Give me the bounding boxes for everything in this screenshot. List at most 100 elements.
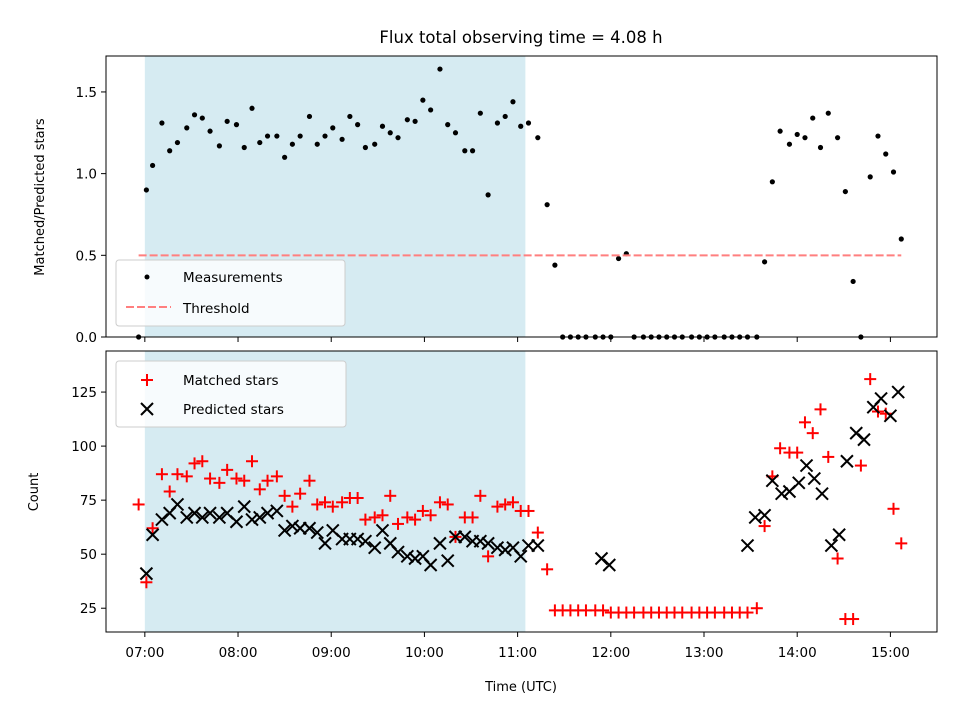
matched-star-point bbox=[261, 474, 274, 487]
measurement-point bbox=[890, 169, 897, 175]
predicted-star-point bbox=[180, 510, 194, 525]
predicted-star-point bbox=[531, 538, 545, 553]
top-y-tick-label: 0.0 bbox=[76, 330, 97, 346]
predicted-star-point bbox=[498, 543, 512, 557]
measurement-point bbox=[544, 202, 550, 208]
predicted-star-point bbox=[195, 510, 210, 525]
predicted-star-point bbox=[824, 538, 839, 553]
matched-star-point bbox=[140, 576, 153, 589]
measurement-point bbox=[330, 125, 336, 131]
measurement-point bbox=[362, 144, 368, 151]
legend-matched-marker bbox=[141, 374, 153, 386]
x-tick-label: 14:00 bbox=[778, 645, 817, 661]
legend-predicted-label: Predicted stars bbox=[183, 402, 284, 418]
predicted-star-point bbox=[774, 486, 789, 501]
measurement-point bbox=[445, 122, 451, 128]
predicted-star-point bbox=[318, 536, 332, 551]
predicted-star-point bbox=[857, 432, 871, 447]
matched-star-point bbox=[319, 496, 332, 509]
measurement-point bbox=[469, 148, 476, 154]
matched-star-point bbox=[146, 522, 159, 535]
matched-star-point bbox=[230, 472, 243, 485]
predicted-star-point bbox=[891, 385, 905, 399]
matched-star-point bbox=[466, 511, 479, 524]
x-tick-label: 13:00 bbox=[685, 645, 724, 661]
matched-star-point bbox=[879, 407, 892, 420]
top-plot-frame bbox=[105, 55, 938, 338]
matched-star-point bbox=[213, 476, 226, 489]
matched-star-point bbox=[482, 550, 495, 563]
matched-star-point bbox=[270, 470, 283, 483]
matched-star-point bbox=[132, 498, 145, 511]
top-y-tick-label: 0.5 bbox=[76, 248, 97, 264]
predicted-star-point bbox=[473, 534, 488, 548]
x-tick-label: 12:00 bbox=[591, 645, 630, 661]
matched-star-point bbox=[246, 455, 259, 468]
measurement-point bbox=[191, 112, 198, 118]
measurement-point bbox=[372, 141, 378, 147]
measurement-point bbox=[289, 141, 295, 147]
measurement-point bbox=[802, 135, 808, 141]
legend-matched-label: Matched stars bbox=[183, 373, 279, 389]
predicted-star-point bbox=[433, 536, 447, 551]
measurement-point bbox=[282, 154, 288, 160]
predicted-star-point bbox=[490, 540, 505, 555]
matched-star-point bbox=[326, 500, 339, 513]
matched-star-point bbox=[238, 474, 251, 487]
measurement-point bbox=[297, 133, 303, 139]
matched-star-point bbox=[741, 606, 754, 619]
legend-predicted-marker bbox=[140, 402, 154, 416]
matched-star-point bbox=[188, 457, 201, 470]
predicted-star-point bbox=[408, 551, 422, 566]
measurement-point bbox=[199, 115, 205, 121]
bottom-y-tick-label: 75 bbox=[80, 493, 97, 509]
measurement-point bbox=[525, 120, 532, 126]
measurement-point bbox=[794, 131, 800, 138]
predicted-star-point bbox=[815, 486, 829, 501]
matched-star-point bbox=[433, 496, 446, 509]
predicted-star-point bbox=[740, 538, 755, 553]
bottom-y-tick-label: 125 bbox=[71, 385, 97, 401]
measurement-point bbox=[395, 135, 401, 141]
predicted-star-point bbox=[883, 409, 898, 423]
legend-threshold-label: Threshold bbox=[182, 301, 250, 317]
predicted-star-point bbox=[400, 549, 415, 564]
predicted-star-point bbox=[358, 534, 373, 548]
measurement-point bbox=[510, 99, 516, 105]
matched-star-point bbox=[541, 563, 554, 576]
legend-measurements-marker bbox=[144, 274, 150, 280]
measurement-point bbox=[477, 110, 483, 116]
matched-star-point bbox=[424, 509, 437, 522]
measurement-point bbox=[518, 123, 524, 129]
measurement-point bbox=[494, 120, 501, 126]
matched-star-point bbox=[155, 468, 168, 481]
measurement-point bbox=[428, 107, 434, 113]
matched-star-point bbox=[814, 403, 827, 416]
matched-star-point bbox=[474, 489, 487, 502]
measurement-point bbox=[207, 128, 213, 134]
matched-star-point bbox=[887, 502, 900, 515]
matched-star-point bbox=[750, 602, 763, 615]
measurement-point bbox=[322, 133, 328, 139]
measurement-point bbox=[462, 148, 468, 154]
bottom-y-tick-label: 100 bbox=[71, 439, 97, 455]
measurement-point bbox=[233, 122, 240, 128]
matched-star-point bbox=[196, 455, 209, 468]
measurement-point bbox=[769, 179, 775, 185]
matched-star-point bbox=[376, 509, 389, 522]
predicted-star-point bbox=[310, 525, 324, 540]
bottom-legend: Matched stars Predicted stars bbox=[115, 360, 347, 428]
matched-star-point bbox=[806, 427, 819, 440]
matched-star-point bbox=[597, 604, 610, 617]
matched-star-point bbox=[359, 513, 372, 526]
measurement-point bbox=[850, 278, 856, 285]
x-tick-label: 07:00 bbox=[125, 645, 164, 661]
bottom-y-tick-label: 50 bbox=[80, 547, 97, 563]
matched-star-point bbox=[531, 526, 544, 539]
predicted-star-point bbox=[807, 471, 821, 486]
top-legend: Measurements Threshold bbox=[115, 259, 346, 327]
matched-star-point bbox=[506, 496, 519, 509]
matched-star-point bbox=[286, 500, 299, 513]
predicted-star-point bbox=[237, 499, 251, 514]
measurement-point bbox=[825, 110, 831, 116]
